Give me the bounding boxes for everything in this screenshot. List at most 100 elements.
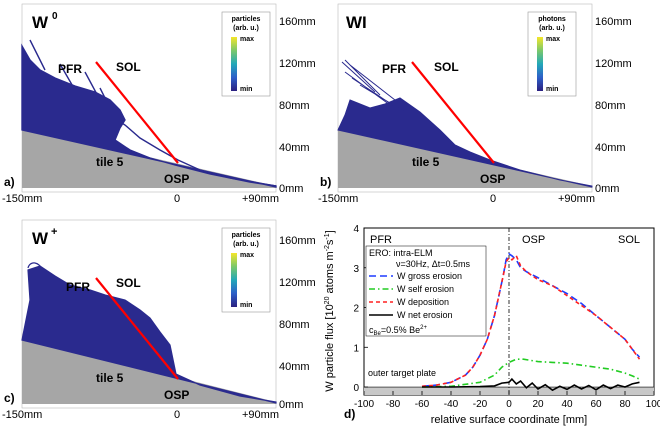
- ylabel-a: W particle flux [10: [324, 304, 336, 391]
- panel-c-tile-label: tile 5: [96, 371, 124, 385]
- chart-ytick-label: 1: [353, 343, 359, 354]
- chart-legend-box: [365, 245, 487, 337]
- panel-a-ytick-4: 0mm: [279, 183, 303, 195]
- panel-a-ytick-3: 40mm: [279, 142, 310, 154]
- panel-a-tile-label: tile 5: [96, 155, 124, 169]
- panel-b-yaxis: 160mm 120mm 80mm 40mm 0mm: [595, 16, 632, 195]
- panel-a-ytick-0: 160mm: [279, 16, 316, 28]
- chart-xtick-label: 0: [506, 399, 512, 410]
- panel-c-xtick-0: -150mm: [2, 409, 42, 421]
- chart-xtick-label: -20: [473, 399, 488, 410]
- chart-xtick-label: -80: [386, 399, 401, 410]
- panel-c-colorbar-box: [221, 227, 271, 313]
- chart-legend: ERO: intra-ELM ν=30Hz, Δt=0.5ms W gross …: [365, 245, 487, 337]
- panel-a-osp: OSP: [164, 172, 189, 186]
- panel-b-tile-label: tile 5: [412, 155, 440, 169]
- legend-label: W gross erosion: [397, 271, 462, 281]
- panel-b-ytick-2: 80mm: [595, 100, 626, 112]
- chart-ytick-label: 0: [353, 383, 359, 394]
- chart-plate-label: outer target plate: [368, 368, 436, 378]
- chart-xtick-label: 80: [619, 399, 631, 410]
- panel-b-xtick-2: +90mm: [558, 193, 595, 205]
- panel-a-colorbar: [231, 37, 237, 91]
- panel-c-separatrix: [95, 277, 179, 380]
- chart-xtick-label: 20: [532, 399, 544, 410]
- chart-panel-letter: d): [344, 407, 355, 421]
- panel-b-letter: b): [320, 175, 331, 189]
- legend-label: W net erosion: [397, 310, 453, 320]
- panel-b-pfr: PFR: [382, 62, 406, 76]
- panel-c-osp: OSP: [164, 388, 189, 402]
- chart-region-sol: SOL: [618, 234, 640, 246]
- ylabel-b: atoms m: [324, 251, 336, 296]
- panel-b-ytick-4: 0mm: [595, 183, 619, 195]
- panel-b-xaxis: -150mm 0 +90mm: [318, 193, 595, 205]
- panel-b-cb-title: photons: [538, 16, 566, 23]
- chart-xtick-label: -40: [444, 399, 459, 410]
- panel-a-letter: a): [4, 175, 15, 189]
- ylabel-c: s: [324, 239, 336, 245]
- panel-c-cb-min: min: [240, 302, 252, 309]
- ylabel-d: ]: [324, 230, 336, 233]
- panel-a-yaxis: 160mm 120mm 80mm 40mm 0mm: [279, 16, 316, 195]
- panel-c-yaxis: 160mm 120mm 80mm 40mm 0mm: [279, 235, 316, 411]
- panel-c-plume: [21, 262, 277, 404]
- panel-a-pfr: PFR: [58, 62, 82, 76]
- panel-c-ytick-0: 160mm: [279, 235, 316, 247]
- chart-xtick-label: 60: [590, 399, 602, 410]
- chart-ytick-label: 4: [353, 224, 359, 235]
- panel-a-xaxis: -150mm 0 +90mm: [2, 193, 279, 205]
- panel-b-species: WI: [346, 13, 367, 32]
- panel-c-xtick-1: 0: [174, 409, 180, 421]
- panel-a-xtick-2: +90mm: [242, 193, 279, 205]
- chart-xtick-label: -100: [354, 399, 374, 410]
- panel-c: W + PFR SOL tile 5 OSP particles (arb. u…: [2, 219, 316, 421]
- legend-footer-sup: 2+: [420, 325, 427, 331]
- panel-b-plume: [337, 59, 593, 188]
- ylabel-exp2: -2: [324, 245, 331, 251]
- legend-label: W deposition: [397, 297, 449, 307]
- panel-b-ytick-0: 160mm: [595, 16, 632, 28]
- panel-c-sol: SOL: [116, 276, 141, 290]
- chart-legend-entries: W gross erosion W self erosion W depositio…: [369, 271, 462, 320]
- panel-c-xaxis: -150mm 0 +90mm: [2, 409, 279, 421]
- panel-c-letter: c): [4, 391, 15, 405]
- chart-ytick-label: 3: [353, 264, 359, 275]
- chart-xtick-label: 100: [646, 399, 660, 410]
- chart-legend-header-1: ERO: intra-ELM: [369, 248, 433, 258]
- panel-c-cb-max: max: [240, 252, 254, 259]
- legend-footer-sub: Be: [374, 331, 382, 337]
- panel-b-colorbar: [537, 37, 543, 91]
- panel-b-xtick-0: -150mm: [318, 193, 358, 205]
- panel-a-xtick-0: -150mm: [2, 193, 42, 205]
- panel-c-species: W: [32, 229, 49, 248]
- panel-c-ytick-2: 80mm: [279, 319, 310, 331]
- panel-b-cb-max: max: [546, 36, 560, 43]
- panel-b-sol: SOL: [434, 60, 459, 74]
- panel-a-ytick-2: 80mm: [279, 100, 310, 112]
- panel-b: WI PFR SOL tile 5 OSP photons (arb. u.) …: [318, 3, 632, 205]
- panel-a-colorbar-box: [221, 11, 271, 97]
- panel-b-ytick-1: 120mm: [595, 58, 632, 70]
- panel-c-cb-title: particles: [232, 232, 261, 239]
- panel-c-species-sup: +: [51, 226, 57, 238]
- ylabel-exp: 20: [324, 296, 331, 304]
- chart-series-group: [421, 252, 641, 392]
- chart-xtick-label: -60: [415, 399, 430, 410]
- chart-x-ticks: -100 -80 -60 -40 -20 0 20 40 60 80 100: [354, 391, 660, 410]
- chart-series-w-net-erosion: [422, 377, 640, 392]
- panel-a-species-sup: 0: [52, 11, 58, 22]
- chart-xtick-label: 40: [561, 399, 573, 410]
- chart-series-w-deposition: [421, 254, 641, 388]
- chart-ylabel: W particle flux [1020 atoms m-2s-1]: [324, 230, 336, 391]
- legend-footer-c: c: [369, 325, 374, 335]
- panel-a-xtick-1: 0: [174, 193, 180, 205]
- chart-xlabel: relative surface coordinate [mm]: [431, 414, 588, 426]
- panel-a-sol: SOL: [116, 60, 141, 74]
- panel-a-cb-min: min: [240, 86, 252, 93]
- panel-a-cb-max: max: [240, 36, 254, 43]
- legend-footer-rest: =0.5% Be: [381, 325, 420, 335]
- panel-b-ytick-3: 40mm: [595, 142, 626, 154]
- legend-label: W self erosion: [397, 284, 454, 294]
